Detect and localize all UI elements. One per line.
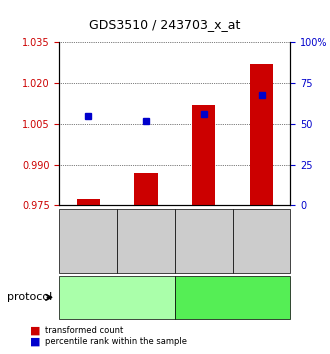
Text: CLDN1
overexpression: CLDN1 overexpression xyxy=(196,286,270,308)
Text: GSM260534: GSM260534 xyxy=(142,215,150,266)
Text: GSM260535: GSM260535 xyxy=(199,215,208,266)
Text: protocol: protocol xyxy=(7,292,52,302)
Bar xyxy=(135,173,158,205)
Bar xyxy=(250,64,273,205)
Text: GSM260536: GSM260536 xyxy=(257,215,266,266)
Text: percentile rank within the sample: percentile rank within the sample xyxy=(45,337,186,346)
Text: GSM260533: GSM260533 xyxy=(84,215,93,266)
Text: control: control xyxy=(100,292,134,302)
Bar xyxy=(192,105,215,205)
Text: GDS3510 / 243703_x_at: GDS3510 / 243703_x_at xyxy=(89,18,241,31)
Text: ■: ■ xyxy=(30,326,40,336)
Text: ■: ■ xyxy=(30,337,40,347)
Bar xyxy=(77,199,100,205)
Text: transformed count: transformed count xyxy=(45,326,123,336)
